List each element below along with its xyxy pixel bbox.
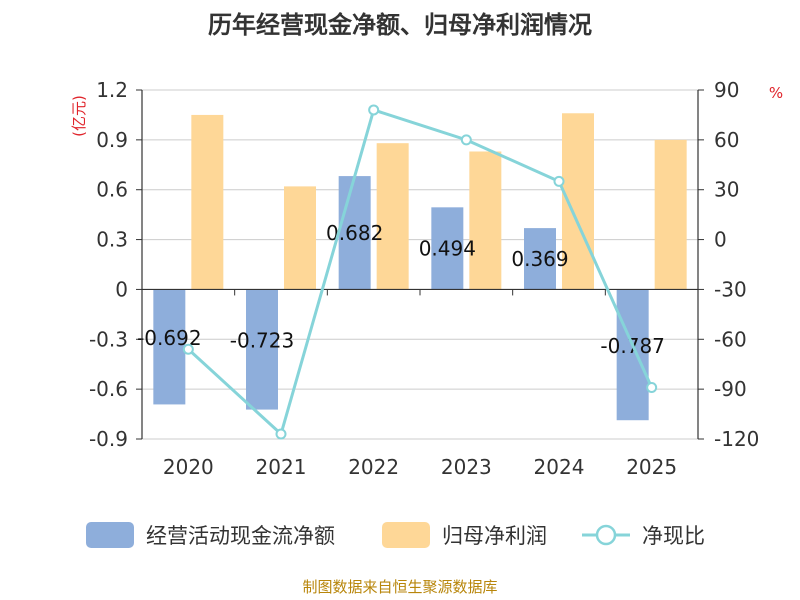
right-tick-label: -90	[714, 377, 747, 401]
legend-label-cashflow: 经营活动现金流净额	[146, 524, 335, 548]
left-tick-label: 1.2	[96, 78, 128, 102]
bar-cashflow	[338, 176, 371, 290]
left-axis-unit: (亿元)	[70, 95, 88, 137]
right-tick-label: -120	[714, 427, 759, 451]
left-tick-label: 0.9	[96, 128, 128, 152]
ratio-point	[182, 343, 194, 355]
left-tick-label: -0.3	[89, 327, 128, 351]
legend-label-profit: 归母净利润	[442, 524, 547, 548]
right-tick-label: 30	[714, 178, 739, 202]
bars	[153, 113, 687, 421]
category-label: 2024	[534, 455, 585, 479]
ratio-point	[368, 104, 380, 116]
ratio-point	[460, 134, 472, 146]
right-tick-label: 90	[714, 78, 739, 102]
bar-profit	[376, 143, 409, 290]
bar-profit	[654, 139, 687, 290]
category-axis: 2020 2021 2022 2023 2024 2025	[163, 455, 677, 479]
bar-cashflow	[616, 289, 649, 421]
right-axis: 90 60 30 0 -30 -60 -90 -120	[698, 78, 759, 451]
ratio-point	[646, 381, 658, 393]
category-label: 2022	[348, 455, 399, 479]
bar-profit	[191, 114, 224, 290]
legend-swatch-profit[interactable]	[382, 522, 430, 548]
category-label: 2020	[163, 455, 214, 479]
ratio-point	[553, 175, 565, 187]
bar-cashflow	[524, 228, 556, 290]
data-label-cashflow: -0.723	[230, 329, 294, 353]
bar-cashflow	[431, 207, 464, 290]
bar-cashflow	[246, 289, 278, 410]
right-axis-unit: %	[769, 84, 783, 102]
left-tick-label: 0	[115, 277, 128, 301]
left-tick-label: 0.3	[96, 228, 128, 252]
left-tick-label: -0.6	[89, 377, 128, 401]
chart-title: 历年经营现金净额、归母净利润情况	[208, 11, 592, 39]
category-label: 2021	[256, 455, 307, 479]
right-tick-label: 0	[714, 228, 727, 252]
axes	[141, 90, 699, 439]
ratio-line	[182, 104, 658, 440]
ratio-series-line	[187, 108, 654, 437]
legend-swatch-cashflow[interactable]	[86, 522, 134, 548]
data-label-cashflow: 0.369	[511, 247, 568, 271]
source-note: 制图数据来自恒生聚源数据库	[302, 578, 497, 596]
data-label-cashflow: 0.494	[419, 236, 476, 260]
bar-profit	[284, 186, 316, 290]
legend: 经营活动现金流净额 归母净利润 净现比	[86, 522, 705, 548]
bar-cashflow	[153, 289, 186, 405]
right-tick-label: 60	[714, 128, 739, 152]
bar-profit	[469, 151, 502, 290]
legend-label-ratio: 净现比	[642, 524, 705, 548]
right-tick-label: -30	[714, 277, 747, 301]
left-axis: 1.2 0.9 0.6 0.3 0 -0.3 -0.6 -0.9	[89, 78, 142, 451]
left-tick-label: 0.6	[96, 178, 128, 202]
right-tick-label: -60	[714, 327, 747, 351]
category-label: 2023	[441, 455, 492, 479]
legend-marker-ratio[interactable]	[595, 524, 617, 546]
category-label: 2025	[626, 455, 677, 479]
grid	[142, 89, 698, 440]
ratio-point	[275, 428, 287, 440]
left-tick-label: -0.9	[89, 427, 128, 451]
